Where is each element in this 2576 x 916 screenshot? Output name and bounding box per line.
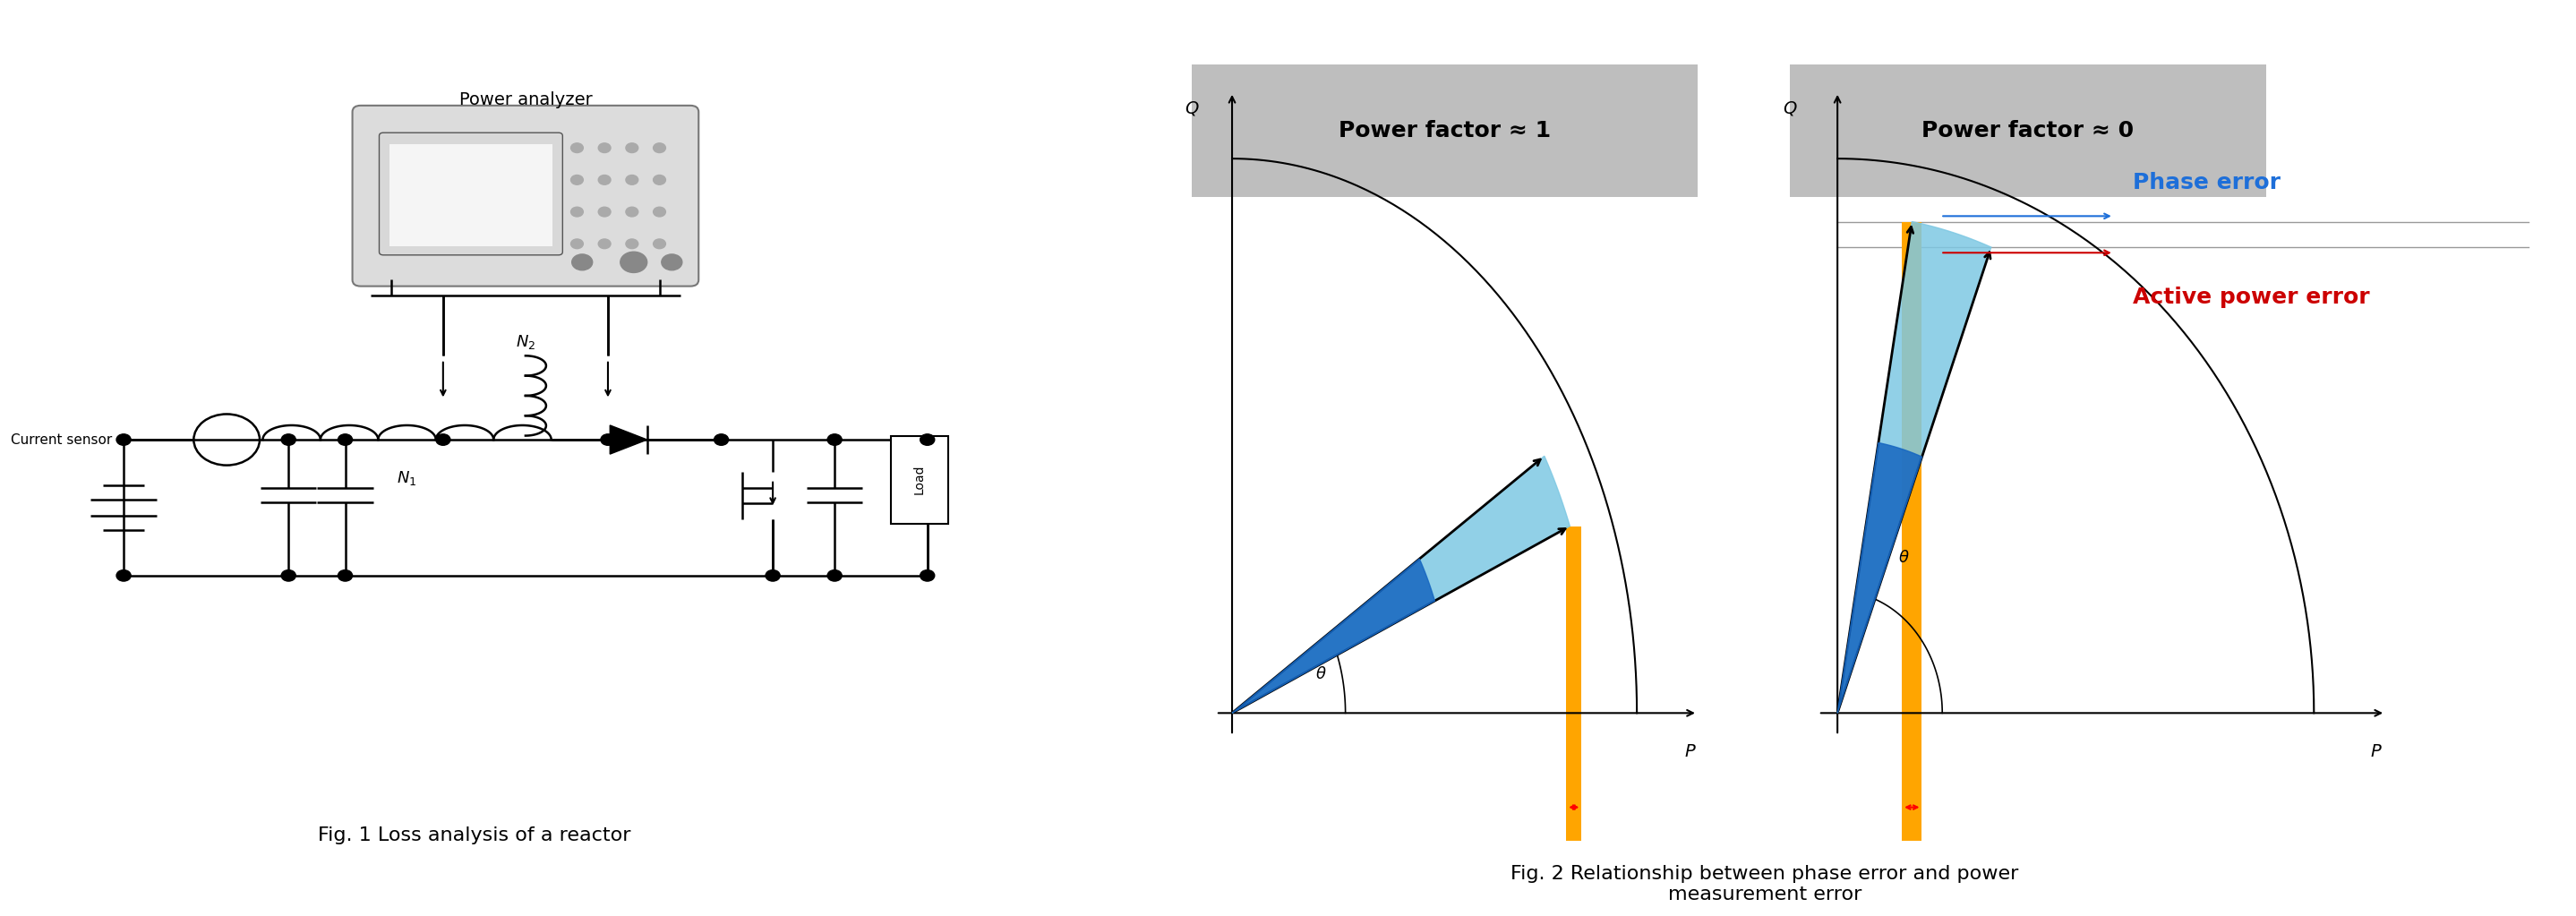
Bar [1901,222,1922,841]
Polygon shape [1231,456,1569,713]
Bar [1566,526,1582,841]
FancyBboxPatch shape [891,436,948,524]
Text: $\theta$: $\theta$ [1316,666,1327,682]
Text: Phase error: Phase error [2133,172,2280,193]
Circle shape [654,143,665,153]
Circle shape [654,207,665,217]
Circle shape [662,255,683,270]
Circle shape [626,175,639,185]
Circle shape [572,207,582,217]
FancyBboxPatch shape [389,144,551,246]
Circle shape [714,434,729,445]
Circle shape [626,207,639,217]
Text: Current sensor: Current sensor [10,433,113,446]
Circle shape [598,239,611,248]
Polygon shape [1837,222,1991,713]
Circle shape [920,434,935,445]
Text: Fig. 2 Relationship between phase error and power
measurement error: Fig. 2 Relationship between phase error … [1510,865,2020,903]
Circle shape [598,175,611,185]
FancyBboxPatch shape [353,105,698,286]
Circle shape [572,175,582,185]
Circle shape [600,434,616,445]
Text: Power analyzer: Power analyzer [459,92,592,108]
Circle shape [626,239,639,248]
Text: P: P [1685,744,1695,760]
Circle shape [626,143,639,153]
Text: Active power error: Active power error [2133,287,2370,308]
Circle shape [337,570,353,581]
Circle shape [654,175,665,185]
Polygon shape [611,425,647,454]
Circle shape [598,143,611,153]
Circle shape [337,434,353,445]
Circle shape [572,143,582,153]
Polygon shape [1231,559,1435,713]
FancyBboxPatch shape [379,133,562,255]
FancyBboxPatch shape [1790,64,2267,198]
Text: $N_1$: $N_1$ [397,469,417,487]
Circle shape [116,434,131,445]
Circle shape [621,252,647,273]
Circle shape [435,434,451,445]
Text: $N_2$: $N_2$ [515,333,536,351]
Circle shape [281,570,296,581]
Circle shape [827,434,842,445]
Text: Load: Load [914,464,925,495]
Text: Power factor ≈ 0: Power factor ≈ 0 [1922,120,2133,142]
FancyBboxPatch shape [1193,64,1698,198]
Circle shape [116,570,131,581]
Text: Q: Q [1783,100,1795,117]
Circle shape [654,239,665,248]
Text: Power factor ≈ 1: Power factor ≈ 1 [1340,120,1551,142]
Text: Q: Q [1185,100,1198,117]
Circle shape [598,207,611,217]
Text: P: P [2370,744,2380,760]
Circle shape [572,255,592,270]
Text: Fig. 1 Loss analysis of a reactor: Fig. 1 Loss analysis of a reactor [317,826,631,845]
Circle shape [920,570,935,581]
Circle shape [827,570,842,581]
Circle shape [572,239,582,248]
Polygon shape [1837,442,1922,713]
Text: $\theta$: $\theta$ [1899,550,1909,566]
Circle shape [765,570,781,581]
Circle shape [281,434,296,445]
